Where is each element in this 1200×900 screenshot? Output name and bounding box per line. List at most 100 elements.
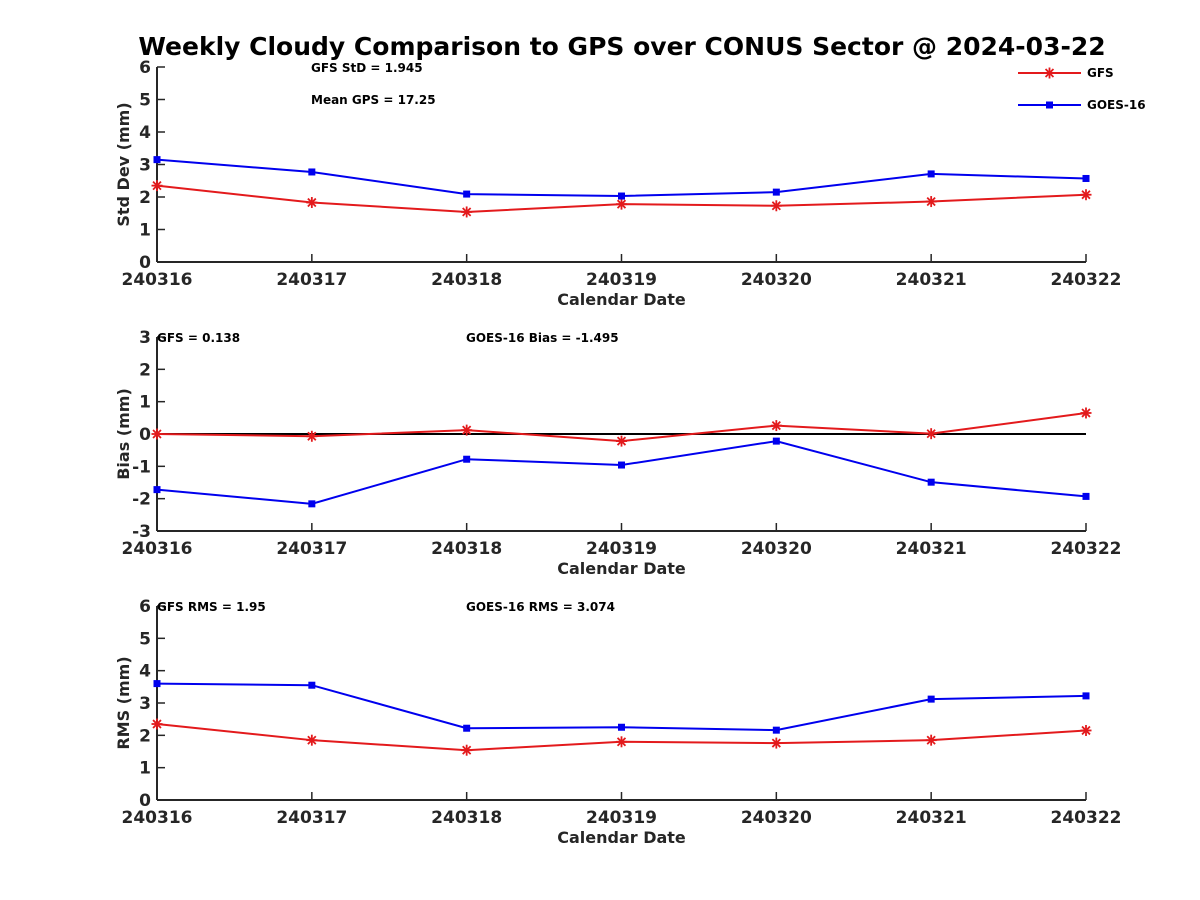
y-tick-label: -3	[132, 522, 151, 542]
y-tick-label: 3	[139, 694, 151, 714]
y-tick-label: 2	[139, 188, 151, 208]
x-axis-label: Calendar Date	[557, 559, 686, 578]
series-gfs	[151, 718, 1092, 756]
data-point-goes-16	[772, 188, 780, 196]
data-point-goes-16	[927, 695, 935, 703]
data-point-gfs	[1080, 724, 1092, 736]
data-point-gfs	[770, 420, 782, 432]
y-tick-label: 1	[139, 393, 151, 413]
stat-annotation: GFS RMS = 1.95	[157, 600, 266, 614]
data-point-goes-16	[308, 681, 316, 689]
x-tick-label: 240316	[122, 539, 193, 559]
x-tick-label: 240320	[741, 270, 812, 290]
data-point-gfs	[770, 737, 782, 749]
y-tick-label: 4	[139, 123, 151, 143]
x-tick-label: 240316	[122, 808, 193, 828]
data-point-goes-16	[463, 724, 471, 732]
stat-annotation: GFS = 0.138	[157, 331, 240, 345]
data-point-gfs	[151, 180, 163, 192]
data-point-goes-16	[1082, 692, 1090, 700]
data-point-gfs	[616, 736, 627, 748]
data-point-goes-16	[618, 723, 625, 731]
stat-annotation: GFS StD = 1.945	[311, 61, 423, 75]
y-tick-label: 1	[139, 759, 151, 779]
y-tick-label: 5	[139, 91, 151, 111]
data-point-gfs	[306, 197, 318, 209]
subplot-1: 0 1 2 3 4 5 6 240316 240317 240318 240319 240320 240…	[114, 58, 1121, 309]
x-tick-label: 240322	[1051, 539, 1122, 559]
data-point-goes-16	[772, 437, 780, 445]
y-tick-label: -1	[132, 457, 151, 477]
y-axis-label: RMS (mm)	[114, 656, 133, 749]
legend-entry-goes-16: GOES-16	[1018, 98, 1146, 112]
data-point-gfs	[461, 744, 473, 756]
data-point-gfs	[925, 734, 937, 746]
data-point-goes-16	[153, 156, 161, 164]
y-tick-label: 4	[139, 662, 151, 682]
stat-annotation: GOES-16 RMS = 3.074	[466, 600, 615, 614]
stat-annotation: GOES-16 Bias = -1.495	[466, 331, 619, 345]
legend-marker	[1044, 67, 1055, 79]
x-tick-label: 240321	[896, 808, 967, 828]
data-point-goes-16	[1082, 174, 1090, 182]
data-point-gfs	[925, 428, 937, 440]
data-point-goes-16	[308, 500, 316, 508]
x-tick-label: 240319	[586, 270, 657, 290]
data-point-gfs	[770, 200, 782, 212]
x-tick-label: 240316	[122, 270, 193, 290]
x-tick-label: 240319	[586, 808, 657, 828]
data-point-gfs	[616, 198, 627, 210]
y-tick-label: 6	[139, 597, 151, 617]
y-tick-label: 0	[139, 791, 151, 811]
series-goes-16	[153, 156, 1090, 200]
y-tick-label: 0	[139, 253, 151, 273]
legend-entry-gfs: GFS	[1018, 66, 1114, 80]
x-axis-label: Calendar Date	[557, 290, 686, 309]
data-point-goes-16	[618, 461, 625, 469]
data-point-gfs	[461, 424, 473, 436]
x-tick-label: 240320	[741, 808, 812, 828]
y-axis-label: Bias (mm)	[114, 388, 133, 480]
data-point-gfs	[306, 430, 318, 442]
data-point-goes-16	[153, 486, 161, 494]
subplot-2: -3 -2 -1 0 1 2 3 240316 240317 240318 240319 240320…	[114, 328, 1121, 578]
y-tick-label: 3	[139, 156, 151, 176]
y-tick-label: 3	[139, 328, 151, 348]
series-gfs	[151, 407, 1092, 447]
y-axis-label: Std Dev (mm)	[114, 102, 133, 226]
data-point-gfs	[151, 428, 163, 440]
stat-annotation: Mean GPS = 17.25	[311, 93, 436, 107]
data-point-gfs	[306, 734, 318, 746]
data-point-gfs	[461, 206, 473, 218]
x-axis-label: Calendar Date	[557, 828, 686, 847]
x-tick-label: 240321	[896, 539, 967, 559]
chart-title: Weekly Cloudy Comparison to GPS over CON…	[138, 32, 1105, 61]
x-tick-label: 240317	[276, 539, 347, 559]
x-tick-label: 240320	[741, 539, 812, 559]
data-point-goes-16	[463, 455, 471, 463]
y-tick-label: 2	[139, 726, 151, 746]
x-tick-label: 240318	[431, 539, 502, 559]
data-point-gfs	[925, 196, 937, 208]
data-point-gfs	[1080, 407, 1092, 419]
series-goes-16	[153, 437, 1090, 508]
x-tick-label: 240322	[1051, 808, 1122, 828]
subplot-3: 0 1 2 3 4 5 6 240316 240317 240318 240319 240320 240…	[114, 597, 1121, 847]
data-point-goes-16	[618, 192, 625, 200]
series-goes-16	[153, 680, 1090, 734]
data-point-goes-16	[1082, 492, 1090, 500]
data-point-gfs	[151, 718, 163, 730]
legend-label: GOES-16	[1087, 98, 1146, 112]
data-point-gfs	[1080, 189, 1092, 201]
y-tick-label: 6	[139, 58, 151, 78]
data-point-goes-16	[463, 190, 471, 198]
data-point-goes-16	[308, 168, 316, 176]
data-point-goes-16	[927, 478, 935, 486]
data-point-gfs	[616, 435, 627, 447]
x-tick-label: 240317	[276, 808, 347, 828]
x-tick-label: 240318	[431, 808, 502, 828]
x-tick-label: 240321	[896, 270, 967, 290]
y-tick-label: 1	[139, 221, 151, 241]
